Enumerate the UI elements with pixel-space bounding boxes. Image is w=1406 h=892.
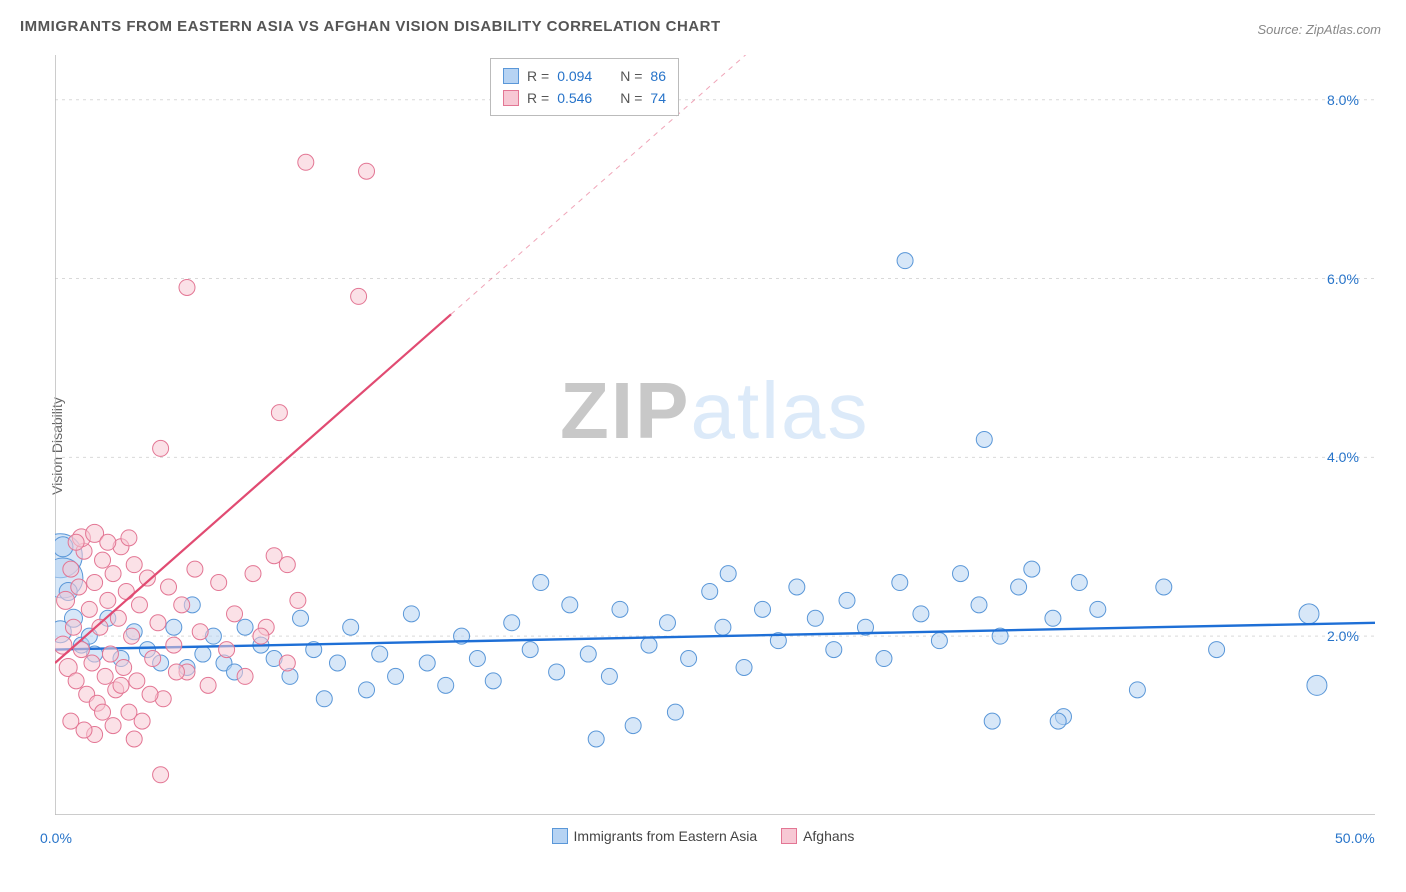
n-label: N =: [620, 87, 642, 109]
legend-swatch-icon: [552, 828, 568, 844]
y-tick-label: 6.0%: [1327, 271, 1359, 287]
source-attribution: Source: ZipAtlas.com: [1257, 22, 1381, 37]
n-value: 86: [650, 65, 666, 87]
legend-item-eastern-asia: Immigrants from Eastern Asia: [552, 828, 758, 844]
r-label: R =: [527, 65, 549, 87]
chart-title: IMMIGRANTS FROM EASTERN ASIA VS AFGHAN V…: [20, 18, 721, 35]
n-label: N =: [620, 65, 642, 87]
scatter-chart: [55, 55, 1375, 815]
legend-swatch-icon: [503, 68, 519, 84]
y-tick-label: 4.0%: [1327, 449, 1359, 465]
r-label: R =: [527, 87, 549, 109]
legend-swatch-icon: [781, 828, 797, 844]
correlation-legend: R = 0.094 N = 86 R = 0.546 N = 74: [490, 58, 679, 116]
legend-item-afghans: Afghans: [781, 828, 854, 844]
series-legend: Immigrants from Eastern Asia Afghans: [0, 828, 1406, 847]
y-tick-label: 2.0%: [1327, 628, 1359, 644]
correlation-legend-row: R = 0.094 N = 86: [503, 65, 666, 87]
y-tick-label: 8.0%: [1327, 92, 1359, 108]
r-value: 0.546: [557, 87, 592, 109]
n-value: 74: [650, 87, 666, 109]
legend-label: Immigrants from Eastern Asia: [574, 828, 758, 844]
legend-label: Afghans: [803, 828, 854, 844]
legend-swatch-icon: [503, 90, 519, 106]
r-value: 0.094: [557, 65, 592, 87]
correlation-legend-row: R = 0.546 N = 74: [503, 87, 666, 109]
